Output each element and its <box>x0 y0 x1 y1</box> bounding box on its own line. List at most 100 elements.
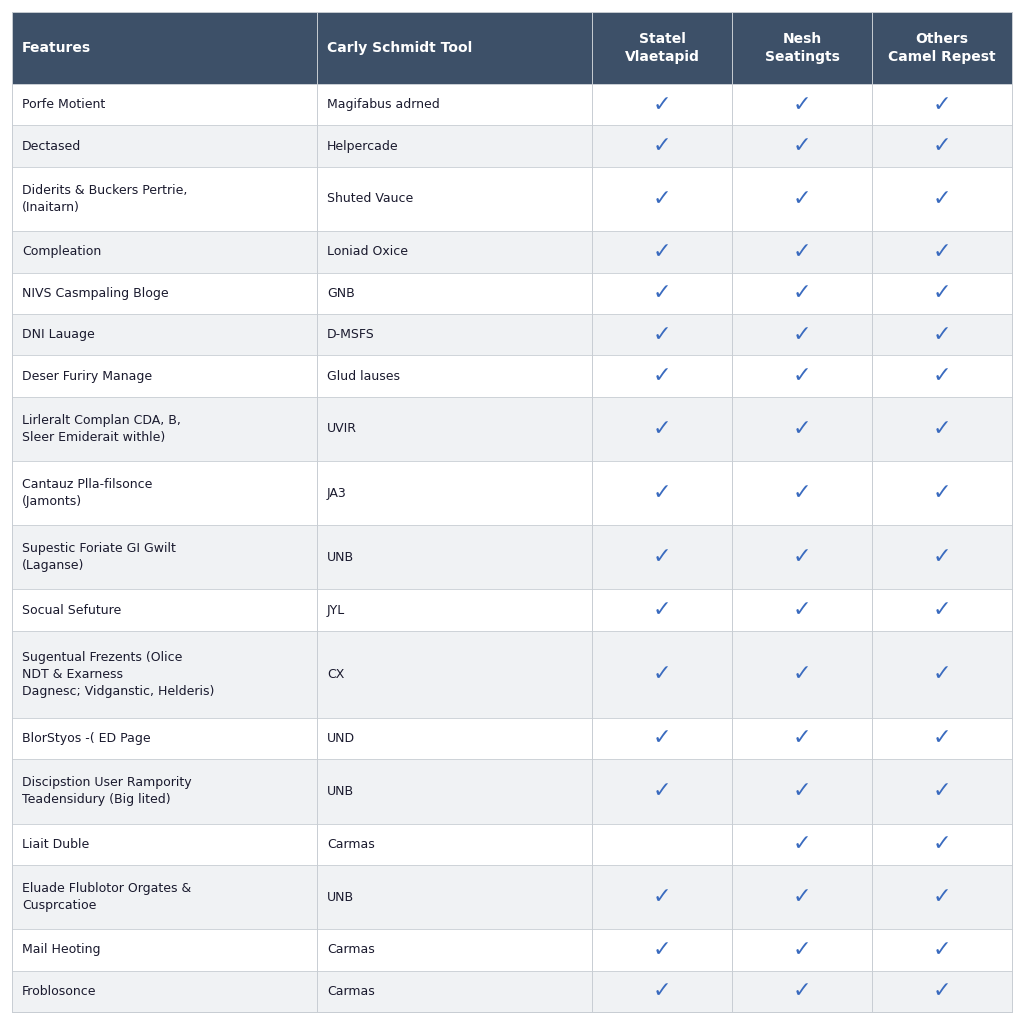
Text: ✓: ✓ <box>933 665 951 684</box>
Text: ✓: ✓ <box>793 136 811 156</box>
Bar <box>12 355 1012 396</box>
Text: ✓: ✓ <box>793 835 811 854</box>
Text: JYL: JYL <box>327 603 345 616</box>
Text: ✓: ✓ <box>933 136 951 156</box>
Text: D-MSFS: D-MSFS <box>327 328 375 341</box>
Text: Carly Schmidt Tool: Carly Schmidt Tool <box>327 41 472 55</box>
Text: Statel
Vlaetapid: Statel Vlaetapid <box>625 33 699 63</box>
Text: Porfe Motient: Porfe Motient <box>22 98 105 112</box>
Bar <box>12 461 1012 525</box>
Text: ✓: ✓ <box>793 600 811 621</box>
Text: ✓: ✓ <box>652 887 672 907</box>
Text: Sugentual Frezents (Olice
NDT & Exarness
Dagnesc; Vidganstic, Helderis): Sugentual Frezents (Olice NDT & Exarness… <box>22 651 214 698</box>
Text: ✓: ✓ <box>793 284 811 303</box>
Text: ✓: ✓ <box>793 665 811 684</box>
Text: Nesh
Seatingts: Nesh Seatingts <box>765 33 840 63</box>
Text: UNB: UNB <box>327 891 354 903</box>
Text: DNI Lauage: DNI Lauage <box>22 328 95 341</box>
Text: ✓: ✓ <box>933 242 951 262</box>
Text: Dectased: Dectased <box>22 139 81 153</box>
Text: ✓: ✓ <box>933 981 951 1001</box>
Bar <box>12 631 1012 718</box>
Text: ✓: ✓ <box>652 981 672 1001</box>
Bar <box>12 125 1012 167</box>
Bar <box>12 759 1012 823</box>
Text: ✓: ✓ <box>652 242 672 262</box>
Bar <box>12 272 1012 314</box>
Bar <box>12 167 1012 231</box>
Bar <box>12 865 1012 929</box>
Text: ✓: ✓ <box>652 600 672 621</box>
Text: ✓: ✓ <box>933 600 951 621</box>
Text: Shuted Vauce: Shuted Vauce <box>327 193 414 206</box>
Text: ✓: ✓ <box>793 781 811 802</box>
Text: ✓: ✓ <box>652 189 672 209</box>
Bar <box>12 525 1012 590</box>
Text: ✓: ✓ <box>933 284 951 303</box>
Text: Cantauz Plla-filsonce
(Jamonts): Cantauz Plla-filsonce (Jamonts) <box>22 478 153 508</box>
Text: ✓: ✓ <box>793 189 811 209</box>
Text: ✓: ✓ <box>652 366 672 386</box>
Text: BlorStyos -( ED Page: BlorStyos -( ED Page <box>22 732 151 745</box>
Text: ✓: ✓ <box>652 665 672 684</box>
Text: GNB: GNB <box>327 287 354 300</box>
Bar <box>12 12 1012 84</box>
Text: Helpercade: Helpercade <box>327 139 398 153</box>
Text: ✓: ✓ <box>652 483 672 503</box>
Text: Carmas: Carmas <box>327 985 375 997</box>
Text: Carmas: Carmas <box>327 838 375 851</box>
Text: ✓: ✓ <box>933 189 951 209</box>
Text: ✓: ✓ <box>933 940 951 959</box>
Text: ✓: ✓ <box>793 325 811 345</box>
Text: Froblosonce: Froblosonce <box>22 985 96 997</box>
Text: ✓: ✓ <box>933 325 951 345</box>
Bar <box>12 823 1012 865</box>
Text: Socual Sefuture: Socual Sefuture <box>22 603 121 616</box>
Text: ✓: ✓ <box>793 366 811 386</box>
Text: ✓: ✓ <box>652 728 672 749</box>
Text: Lirleralt Complan CDA, B,
Sleer Emiderait withle): Lirleralt Complan CDA, B, Sleer Emiderai… <box>22 414 181 443</box>
Text: ✓: ✓ <box>933 835 951 854</box>
Text: ✓: ✓ <box>933 366 951 386</box>
Text: ✓: ✓ <box>652 94 672 115</box>
Text: Discipstion User Rampority
Teadensidury (Big lited): Discipstion User Rampority Teadensidury … <box>22 776 191 806</box>
Text: ✓: ✓ <box>652 325 672 345</box>
Text: ✓: ✓ <box>652 136 672 156</box>
Text: UVIR: UVIR <box>327 422 357 435</box>
Text: ✓: ✓ <box>933 547 951 567</box>
Text: ✓: ✓ <box>933 781 951 802</box>
Text: CX: CX <box>327 668 344 681</box>
Text: UNB: UNB <box>327 551 354 564</box>
Text: ✓: ✓ <box>793 547 811 567</box>
Text: Loniad Oxice: Loniad Oxice <box>327 246 408 258</box>
Bar <box>12 718 1012 759</box>
Text: Magifabus adrned: Magifabus adrned <box>327 98 439 112</box>
Bar <box>12 396 1012 461</box>
Bar <box>12 971 1012 1012</box>
Text: Deser Furiry Manage: Deser Furiry Manage <box>22 370 153 383</box>
Text: Mail Heoting: Mail Heoting <box>22 943 100 956</box>
Bar <box>12 590 1012 631</box>
Text: ✓: ✓ <box>793 981 811 1001</box>
Text: ✓: ✓ <box>652 781 672 802</box>
Text: ✓: ✓ <box>933 94 951 115</box>
Text: NIVS Casmpaling Bloge: NIVS Casmpaling Bloge <box>22 287 169 300</box>
Text: ✓: ✓ <box>793 728 811 749</box>
Text: ✓: ✓ <box>793 940 811 959</box>
Bar <box>12 929 1012 971</box>
Text: Others
Camel Repest: Others Camel Repest <box>888 33 995 63</box>
Bar <box>12 84 1012 125</box>
Text: ✓: ✓ <box>933 728 951 749</box>
Text: ✓: ✓ <box>793 242 811 262</box>
Text: UND: UND <box>327 732 355 745</box>
Text: ✓: ✓ <box>793 887 811 907</box>
Text: ✓: ✓ <box>793 94 811 115</box>
Text: Eluade Flublotor Orgates &
Cusprcatioe: Eluade Flublotor Orgates & Cusprcatioe <box>22 882 191 912</box>
Text: ✓: ✓ <box>652 419 672 439</box>
Text: ✓: ✓ <box>793 483 811 503</box>
Bar <box>12 314 1012 355</box>
Text: UNB: UNB <box>327 784 354 798</box>
Text: Carmas: Carmas <box>327 943 375 956</box>
Text: ✓: ✓ <box>652 284 672 303</box>
Text: Compleation: Compleation <box>22 246 101 258</box>
